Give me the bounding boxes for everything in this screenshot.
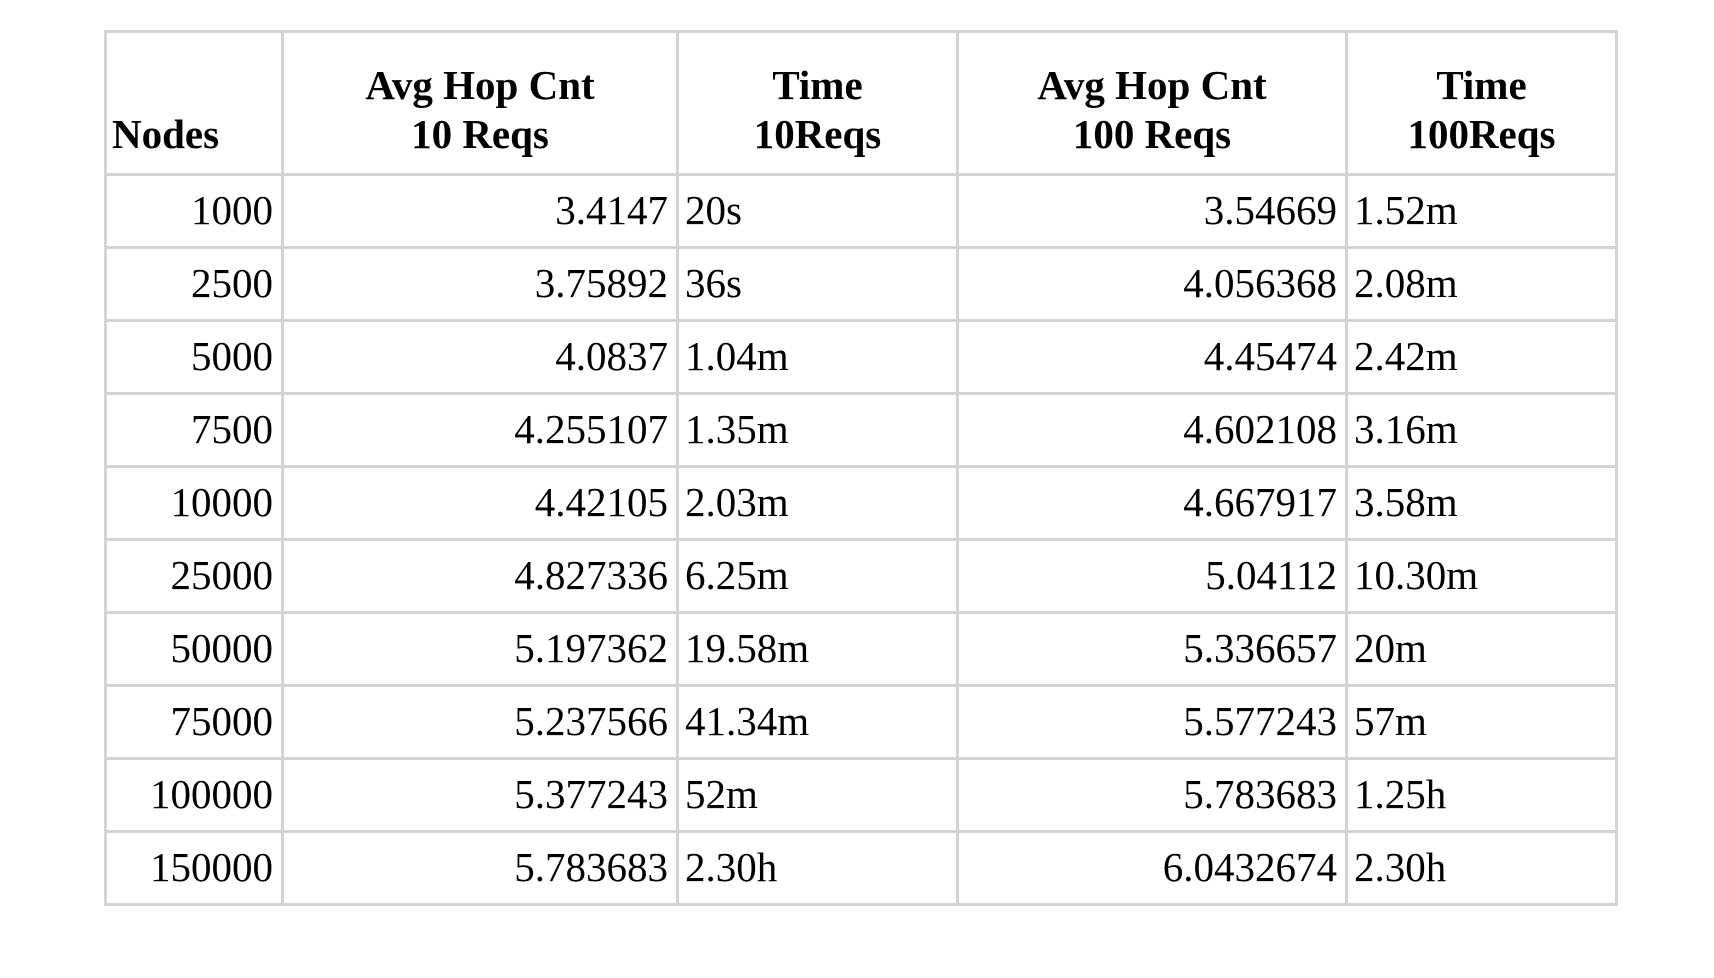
cell-avg-hop-100: 5.04112 [956, 538, 1348, 614]
header-line: Time [772, 61, 863, 108]
cell-nodes: 25000 [104, 538, 284, 614]
table-row: 10000 4.42105 2.03m 4.667917 3.58m [104, 465, 1618, 541]
header-row: Nodes Avg Hop Cnt 10 Reqs Time 10Reqs Av… [104, 30, 1618, 176]
cell-time-10: 41.34m [676, 684, 959, 760]
cell-avg-hop-100: 4.056368 [956, 246, 1348, 322]
cell-avg-hop-10: 5.377243 [281, 757, 679, 833]
header-line: 100 Reqs [1072, 110, 1232, 157]
header-line: 100Reqs [1407, 110, 1556, 157]
table-row: 100000 5.377243 52m 5.783683 1.25h [104, 757, 1618, 833]
header-line: Avg Hop Cnt [1037, 61, 1267, 108]
table-row: 5000 4.0837 1.04m 4.45474 2.42m [104, 319, 1618, 395]
header-time-100: Time 100Reqs [1345, 30, 1618, 176]
header-avg-hop-100: Avg Hop Cnt 100 Reqs [956, 30, 1348, 176]
cell-avg-hop-100: 6.0432674 [956, 830, 1348, 906]
cell-nodes: 10000 [104, 465, 284, 541]
cell-avg-hop-10: 5.197362 [281, 611, 679, 687]
cell-time-100: 3.58m [1345, 465, 1618, 541]
table-row: 7500 4.255107 1.35m 4.602108 3.16m [104, 392, 1618, 468]
cell-avg-hop-100: 3.54669 [956, 173, 1348, 249]
cell-time-100: 57m [1345, 684, 1618, 760]
cell-time-100: 10.30m [1345, 538, 1618, 614]
cell-time-10: 36s [676, 246, 959, 322]
cell-time-100: 3.16m [1345, 392, 1618, 468]
cell-avg-hop-10: 4.42105 [281, 465, 679, 541]
header-line: 10 Reqs [411, 110, 549, 157]
cell-nodes: 5000 [104, 319, 284, 395]
cell-avg-hop-100: 4.602108 [956, 392, 1348, 468]
header-line: Time [1436, 61, 1527, 108]
header-avg-hop-10: Avg Hop Cnt 10 Reqs [281, 30, 679, 176]
cell-nodes: 1000 [104, 173, 284, 249]
table-row: 75000 5.237566 41.34m 5.577243 57m [104, 684, 1618, 760]
cell-time-100: 2.08m [1345, 246, 1618, 322]
table-row: 2500 3.75892 36s 4.056368 2.08m [104, 246, 1618, 322]
cell-avg-hop-100: 4.45474 [956, 319, 1348, 395]
cell-time-10: 2.03m [676, 465, 959, 541]
cell-avg-hop-100: 4.667917 [956, 465, 1348, 541]
cell-avg-hop-10: 4.255107 [281, 392, 679, 468]
cell-avg-hop-10: 4.0837 [281, 319, 679, 395]
cell-avg-hop-10: 4.827336 [281, 538, 679, 614]
header-nodes: Nodes [104, 30, 284, 176]
cell-nodes: 7500 [104, 392, 284, 468]
header-time-10: Time 10Reqs [676, 30, 959, 176]
cell-avg-hop-100: 5.336657 [956, 611, 1348, 687]
results-table: Nodes Avg Hop Cnt 10 Reqs Time 10Reqs Av… [104, 30, 1618, 906]
cell-avg-hop-10: 3.4147 [281, 173, 679, 249]
table-row: 50000 5.197362 19.58m 5.336657 20m [104, 611, 1618, 687]
cell-nodes: 50000 [104, 611, 284, 687]
cell-time-10: 6.25m [676, 538, 959, 614]
cell-avg-hop-100: 5.783683 [956, 757, 1348, 833]
cell-time-10: 19.58m [676, 611, 959, 687]
header-line: Avg Hop Cnt [365, 61, 595, 108]
cell-nodes: 100000 [104, 757, 284, 833]
cell-avg-hop-10: 5.783683 [281, 830, 679, 906]
table-body: 1000 3.4147 20s 3.54669 1.52m 2500 3.758… [104, 173, 1618, 906]
table-row: 1000 3.4147 20s 3.54669 1.52m [104, 173, 1618, 249]
cell-nodes: 150000 [104, 830, 284, 906]
cell-time-100: 1.52m [1345, 173, 1618, 249]
table-row: 25000 4.827336 6.25m 5.04112 10.30m [104, 538, 1618, 614]
cell-time-100: 1.25h [1345, 757, 1618, 833]
cell-time-10: 2.30h [676, 830, 959, 906]
cell-avg-hop-10: 3.75892 [281, 246, 679, 322]
cell-nodes: 2500 [104, 246, 284, 322]
cell-time-100: 2.42m [1345, 319, 1618, 395]
cell-time-10: 1.04m [676, 319, 959, 395]
cell-time-10: 1.35m [676, 392, 959, 468]
cell-time-10: 52m [676, 757, 959, 833]
cell-nodes: 75000 [104, 684, 284, 760]
header-line: 10Reqs [753, 110, 882, 157]
table-row: 150000 5.783683 2.30h 6.0432674 2.30h [104, 830, 1618, 906]
cell-avg-hop-100: 5.577243 [956, 684, 1348, 760]
cell-avg-hop-10: 5.237566 [281, 684, 679, 760]
table-header: Nodes Avg Hop Cnt 10 Reqs Time 10Reqs Av… [104, 30, 1618, 176]
cell-time-10: 20s [676, 173, 959, 249]
cell-time-100: 2.30h [1345, 830, 1618, 906]
cell-time-100: 20m [1345, 611, 1618, 687]
